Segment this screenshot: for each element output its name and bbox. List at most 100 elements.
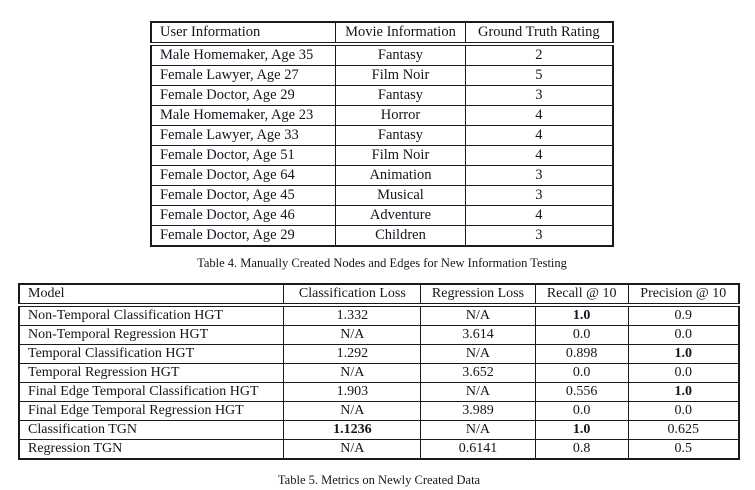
value-cell: 0.0 [627,363,740,383]
table5-body: Non-Temporal Classification HGT 1.332 N/A 1… [18,304,740,460]
value-cell: 1.1236 [283,420,422,440]
table4-figure: User Information Movie Information Ground … [150,21,614,271]
value-cell: 4 [464,125,614,146]
value-cell: N/A [420,382,536,402]
value-cell: 2 [464,43,614,66]
column-header: Classification Loss [283,283,422,307]
table-row: Final Edge Temporal Classification HGT 1.… [18,382,740,402]
header-row: Model Classification Loss Regression Loss R… [18,283,740,307]
row-label-cell: Female Doctor, Age 45 [150,185,337,206]
table-row: Female Doctor, Age 46 Adventure 4 [150,205,614,226]
table4-header: User Information Movie Information Ground … [150,21,614,46]
value-cell: N/A [420,420,536,440]
value-cell: 0.898 [534,344,629,364]
table-row: Non-Temporal Classification HGT 1.332 N/A 1… [18,304,740,326]
row-label-cell: Female Doctor, Age 64 [150,165,337,186]
column-header: User Information [150,21,337,46]
value-cell: 0.6141 [420,439,536,460]
value-cell: 0.8 [534,439,629,460]
value-cell: 3 [464,225,614,247]
value-cell: Adventure [335,205,466,226]
row-label-cell: Female Doctor, Age 51 [150,145,337,166]
value-cell: 1.0 [627,382,740,402]
table-row: Regression TGN N/A 0.6141 0.8 0.5 [18,439,740,460]
value-cell: 0.0 [534,325,629,345]
value-cell: 4 [464,145,614,166]
row-label-cell: Male Homemaker, Age 35 [150,43,337,66]
table4-body: Male Homemaker, Age 35 Fantasy 2 Female Law… [150,43,614,247]
value-cell: 1.292 [283,344,422,364]
table-row: Temporal Classification HGT 1.292 N/A 0.898… [18,344,740,364]
value-cell: 5 [464,65,614,86]
row-label-cell: Final Edge Temporal Classification HGT [18,382,285,402]
table-row: Female Doctor, Age 29 Fantasy 3 [150,85,614,106]
row-label-cell: Female Doctor, Age 46 [150,205,337,226]
value-cell: Fantasy [335,43,466,66]
table-row: Female Lawyer, Age 33 Fantasy 4 [150,125,614,146]
row-label-cell: Non-Temporal Regression HGT [18,325,285,345]
value-cell: Children [335,225,466,247]
table5-header: Model Classification Loss Regression Loss R… [18,283,740,307]
value-cell: Film Noir [335,65,466,86]
table-row: Male Homemaker, Age 35 Fantasy 2 [150,43,614,66]
row-label-cell: Temporal Regression HGT [18,363,285,383]
value-cell: 0.625 [627,420,740,440]
table-row: Female Doctor, Age 45 Musical 3 [150,185,614,206]
row-label-cell: Female Lawyer, Age 27 [150,65,337,86]
column-header: Ground Truth Rating [464,21,614,46]
table-row: Female Doctor, Age 29 Children 3 [150,225,614,247]
row-label-cell: Female Lawyer, Age 33 [150,125,337,146]
value-cell: 3.614 [420,325,536,345]
value-cell: 3 [464,185,614,206]
value-cell: 4 [464,205,614,226]
column-header: Regression Loss [420,283,536,307]
row-label-cell: Final Edge Temporal Regression HGT [18,401,285,421]
value-cell: N/A [420,304,536,326]
table-row: Female Doctor, Age 51 Film Noir 4 [150,145,614,166]
value-cell: Musical [335,185,466,206]
table-row: Female Lawyer, Age 27 Film Noir 5 [150,65,614,86]
value-cell: Horror [335,105,466,126]
value-cell: Animation [335,165,466,186]
table5-caption: Table 5. Metrics on Newly Created Data [277,473,481,487]
row-label-cell: Female Doctor, Age 29 [150,85,337,106]
header-row: User Information Movie Information Ground … [150,21,614,46]
row-label-cell: Temporal Classification HGT [18,344,285,364]
row-label-cell: Classification TGN [18,420,285,440]
value-cell: N/A [283,401,422,421]
value-cell: N/A [283,325,422,345]
table4-caption: Table 4. Manually Created Nodes and Edge… [197,256,567,270]
table5-model-metrics: Model Classification Loss Regression Loss R… [18,283,740,460]
value-cell: 0.0 [534,363,629,383]
value-cell: 3 [464,165,614,186]
row-label-cell: Non-Temporal Classification HGT [18,304,285,326]
value-cell: 1.903 [283,382,422,402]
column-header: Recall @ 10 [534,283,629,307]
column-header: Model [18,283,285,307]
table-row: Classification TGN 1.1236 N/A 1.0 0.625 [18,420,740,440]
value-cell: Fantasy [335,125,466,146]
value-cell: 0.0 [534,401,629,421]
value-cell: 3 [464,85,614,106]
table-row: Male Homemaker, Age 23 Horror 4 [150,105,614,126]
value-cell: 3.989 [420,401,536,421]
column-header: Precision @ 10 [627,283,740,307]
value-cell: 0.9 [627,304,740,326]
value-cell: 1.0 [627,344,740,364]
value-cell: 0.0 [627,325,740,345]
value-cell: 1.332 [283,304,422,326]
table-row: Female Doctor, Age 64 Animation 3 [150,165,614,186]
value-cell: 3.652 [420,363,536,383]
row-label-cell: Male Homemaker, Age 23 [150,105,337,126]
value-cell: 0.5 [627,439,740,460]
value-cell: Film Noir [335,145,466,166]
column-header: Movie Information [335,21,466,46]
table4-user-movie-ratings: User Information Movie Information Ground … [150,21,614,247]
row-label-cell: Regression TGN [18,439,285,460]
value-cell: 1.0 [534,304,629,326]
table-row: Non-Temporal Regression HGT N/A 3.614 0.0 0.… [18,325,740,345]
row-label-cell: Female Doctor, Age 29 [150,225,337,247]
value-cell: Fantasy [335,85,466,106]
value-cell: N/A [420,344,536,364]
